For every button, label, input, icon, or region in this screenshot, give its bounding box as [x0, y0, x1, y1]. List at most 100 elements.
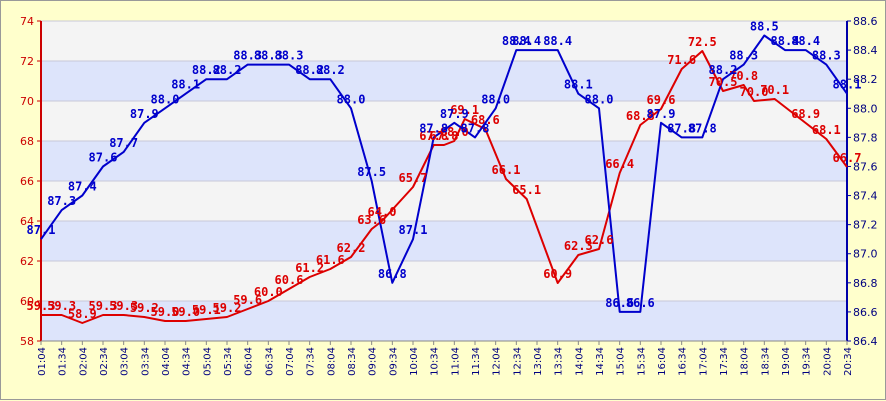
x-tick-label: 18:04 — [740, 347, 751, 376]
data-label-right: 88.3 — [233, 49, 262, 63]
x-tick-label: 20:34 — [843, 347, 854, 376]
x-tick-label: 09:34 — [388, 347, 399, 376]
data-label-right: 87.8 — [419, 121, 448, 135]
x-tick-label: 02:04 — [78, 347, 89, 376]
x-tick-label: 20:04 — [822, 347, 833, 376]
y-tick-label-right: 87.0 — [853, 248, 878, 261]
data-label-left: 59.1 — [192, 303, 221, 317]
data-label-right: 87.1 — [399, 223, 428, 237]
x-tick-label: 05:04 — [202, 347, 213, 376]
x-tick-label: 04:34 — [182, 347, 193, 376]
x-tick-label: 08:34 — [347, 347, 358, 376]
data-label-left: 71.6 — [667, 53, 696, 67]
data-label-left: 68.8 — [626, 109, 655, 123]
data-label-right: 88.2 — [295, 63, 324, 77]
data-label-right: 87.5 — [357, 165, 386, 179]
data-label-right: 87.8 — [688, 121, 717, 135]
data-label-left: 66.7 — [833, 151, 862, 165]
data-label-left: 60.9 — [543, 267, 572, 281]
x-tick-label: 19:04 — [781, 347, 792, 376]
data-label-right: 88.0 — [481, 92, 510, 106]
y-tick-label-right: 88.0 — [853, 102, 878, 115]
data-label-right: 87.6 — [89, 150, 118, 164]
data-label-right: 87.4 — [68, 180, 97, 194]
data-label-left: 59.2 — [213, 301, 242, 315]
data-label-left: 72.5 — [688, 35, 717, 49]
y-tick-label-right: 86.8 — [853, 277, 878, 290]
grid-band — [41, 141, 847, 181]
data-label-left: 60.0 — [254, 285, 283, 299]
data-label-left: 70.5 — [709, 75, 738, 89]
data-label-right: 87.8 — [667, 121, 696, 135]
data-label-left: 68.1 — [812, 123, 841, 137]
x-tick-label: 01:34 — [58, 347, 69, 376]
x-tick-label: 11:34 — [471, 347, 482, 376]
data-label-right: 88.0 — [151, 92, 180, 106]
x-tick-label: 06:34 — [264, 347, 275, 376]
y-tick-label-right: 87.4 — [853, 190, 878, 203]
data-label-right: 87.8 — [461, 121, 490, 135]
data-label-left: 65.7 — [399, 171, 428, 185]
data-label-right: 88.0 — [585, 92, 614, 106]
data-label-left: 61.2 — [295, 261, 324, 275]
x-tick-label: 03:04 — [120, 347, 131, 376]
data-label-left: 67.8 — [419, 129, 448, 143]
data-label-right: 88.4 — [543, 34, 572, 48]
y-tick-label-right: 88.4 — [853, 44, 878, 57]
data-label-right: 88.0 — [337, 92, 366, 106]
x-tick-label: 19:34 — [802, 347, 813, 376]
data-label-right: 87.3 — [47, 194, 76, 208]
data-label-right: 88.2 — [213, 63, 242, 77]
y-tick-label-left: 60 — [20, 295, 34, 308]
x-tick-label: 17:04 — [698, 347, 709, 376]
x-tick-label: 09:04 — [368, 347, 379, 376]
data-label-right: 88.4 — [502, 34, 531, 48]
data-label-right: 87.7 — [109, 136, 138, 150]
y-tick-label-left: 68 — [20, 135, 34, 148]
y-tick-label-left: 62 — [20, 255, 34, 268]
y-tick-label-right: 87.2 — [853, 219, 878, 232]
y-tick-label-left: 66 — [20, 175, 34, 188]
data-label-right: 87.1 — [27, 223, 56, 237]
x-tick-label: 13:04 — [533, 347, 544, 376]
x-tick-label: 01:04 — [37, 347, 48, 376]
data-label-left: 62.6 — [585, 233, 614, 247]
data-label-right: 87.9 — [647, 107, 676, 121]
data-label-right: 88.3 — [729, 49, 758, 63]
data-label-right: 88.4 — [771, 34, 800, 48]
data-label-left: 59.3 — [89, 299, 118, 313]
data-label-left: 62.3 — [564, 239, 593, 253]
data-label-left: 67.8 — [430, 129, 459, 143]
grid-band — [41, 61, 847, 101]
series-line-right — [40, 34, 848, 313]
data-label-left: 70.8 — [729, 69, 758, 83]
data-label-left: 66.1 — [492, 163, 521, 177]
data-label-left: 64.0 — [368, 205, 397, 219]
grid-band — [41, 21, 847, 61]
y-tick-label-left: 74 — [20, 15, 34, 28]
y-tick-label-right: 86.4 — [853, 335, 878, 348]
x-tick-label: 14:34 — [595, 347, 606, 376]
data-label-left: 70.0 — [740, 85, 769, 99]
data-label-left: 61.6 — [316, 253, 345, 267]
data-label-left: 68.0 — [440, 125, 469, 139]
data-label-right: 86.6 — [605, 296, 634, 310]
data-label-right: 86.6 — [626, 296, 655, 310]
x-tick-label: 13:34 — [554, 347, 565, 376]
data-label-left: 68.9 — [791, 107, 820, 121]
data-label-left: 59.0 — [171, 305, 200, 319]
data-label-left: 66.4 — [605, 157, 634, 171]
data-label-left: 70.1 — [760, 83, 789, 97]
y-tick-label-left: 64 — [20, 215, 34, 228]
data-label-left: 68.6 — [471, 113, 500, 127]
y-tick-label-right: 87.6 — [853, 160, 878, 173]
data-label-left: 59.2 — [130, 301, 159, 315]
data-label-left: 69.6 — [647, 93, 676, 107]
x-tick-label: 12:04 — [492, 347, 503, 376]
data-label-right: 88.2 — [316, 63, 345, 77]
data-label-right: 88.3 — [254, 49, 283, 63]
data-label-right: 88.1 — [833, 78, 862, 92]
data-label-right: 88.2 — [709, 63, 738, 77]
y-tick-label-right: 87.8 — [853, 131, 878, 144]
x-tick-label: 05:34 — [223, 347, 234, 376]
